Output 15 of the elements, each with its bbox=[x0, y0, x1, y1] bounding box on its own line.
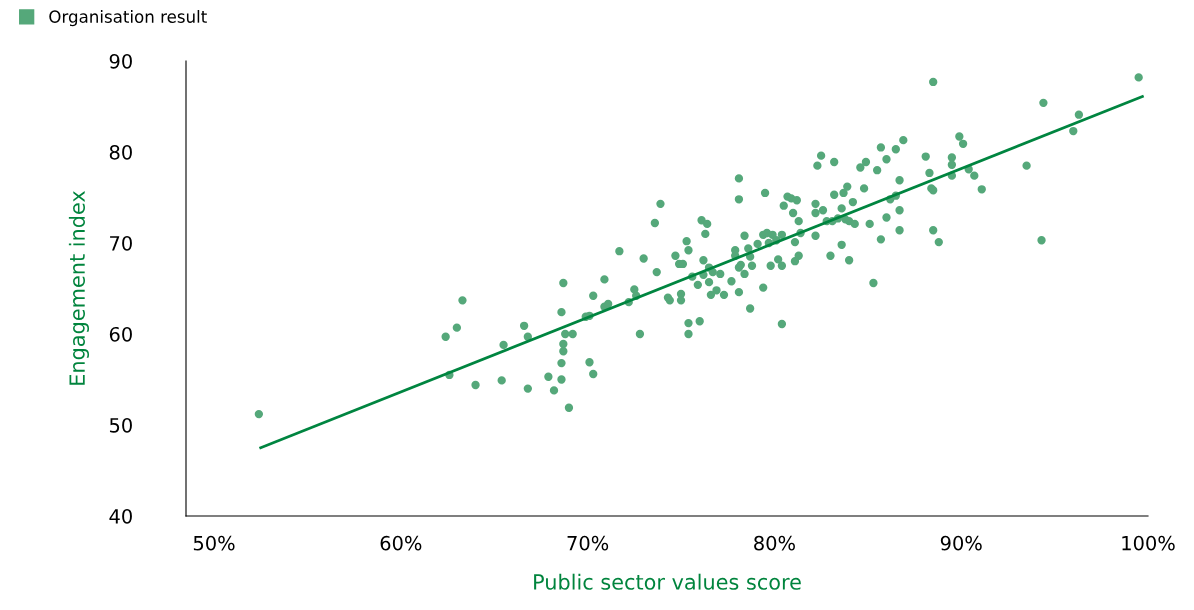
x-tick-label: 100% bbox=[1122, 535, 1175, 551]
y-tick-label: 80 bbox=[109, 144, 132, 160]
x-tick-label: 80% bbox=[754, 535, 795, 551]
x-tick-label: 50% bbox=[193, 535, 235, 551]
x-tick-label: 60% bbox=[380, 535, 422, 551]
y-tick-label: 70 bbox=[110, 235, 132, 251]
x-tick-label: 90% bbox=[940, 535, 982, 551]
legend-label: Organisation result bbox=[49, 10, 207, 27]
x-tick-label: 70% bbox=[567, 535, 609, 551]
y-axis-title: Engagement index bbox=[68, 190, 90, 385]
x-axis-title: Public sector values score bbox=[534, 573, 801, 590]
y-tick-label: 50 bbox=[109, 417, 132, 433]
y-tick-label: 40 bbox=[109, 508, 132, 524]
y-tick-label: 60 bbox=[109, 326, 132, 342]
y-tick-label: 90 bbox=[109, 53, 132, 69]
